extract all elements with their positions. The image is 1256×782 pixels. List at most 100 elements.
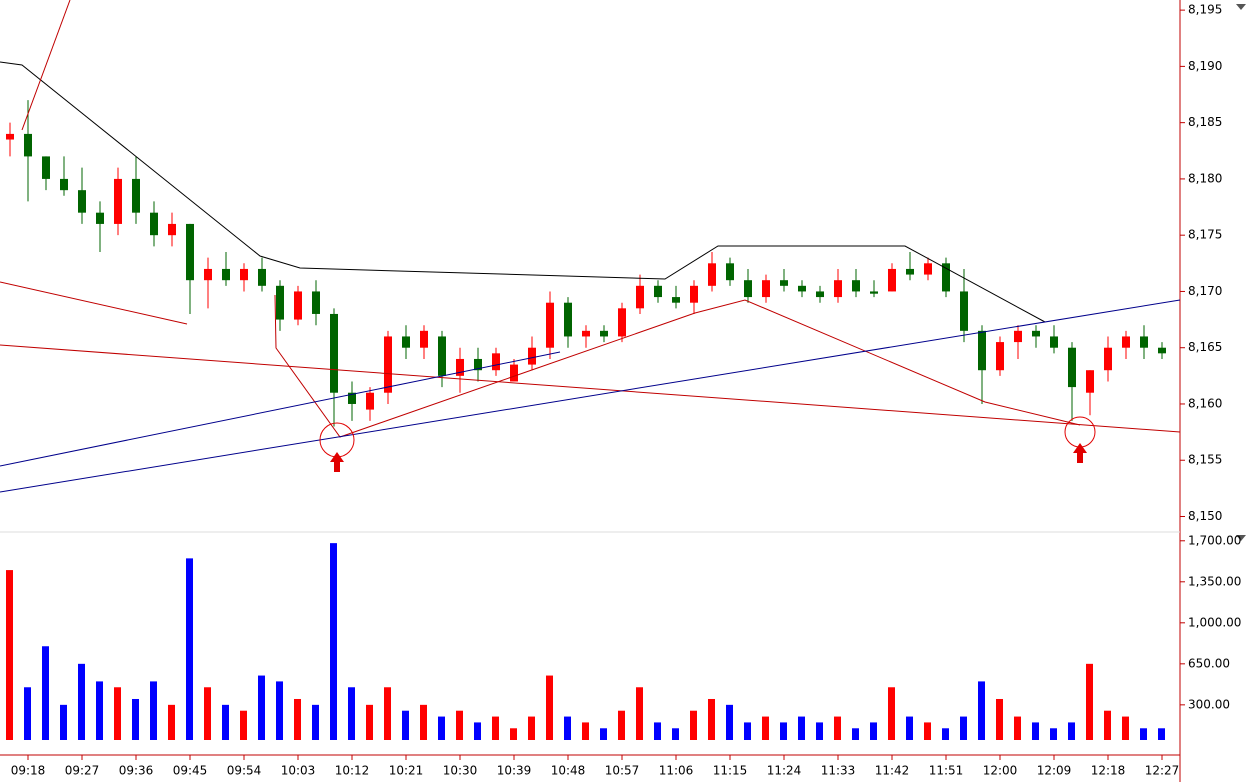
volume-bar: [816, 722, 823, 740]
volume-bar: [582, 722, 589, 740]
candle-body: [1158, 347, 1166, 354]
x-tick-label: 11:15: [713, 764, 748, 778]
candle-body: [924, 263, 932, 275]
arrow-up: [330, 452, 344, 472]
volume-bar: [852, 728, 859, 740]
volume-bar: [906, 716, 913, 740]
candle-body: [132, 178, 140, 213]
candle-body: [420, 330, 428, 348]
volume-bar: [1032, 722, 1039, 740]
candle-body: [222, 268, 230, 281]
candle-body: [564, 302, 572, 337]
x-tick-label: 09:27: [65, 764, 100, 778]
y2-tick-label: 300.00: [1188, 697, 1230, 711]
candle-body: [762, 280, 770, 298]
candle-body: [960, 291, 968, 331]
candle-body: [492, 353, 500, 371]
volume-bar: [330, 543, 337, 740]
volume-bar: [402, 710, 409, 740]
candle-body: [942, 263, 950, 292]
candle-body: [42, 156, 50, 179]
volume-bar: [438, 716, 445, 740]
volume-bar: [1086, 663, 1093, 740]
y2-tick-label: 1,700.00: [1188, 533, 1241, 547]
x-tick-label: 10:03: [281, 764, 316, 778]
scroll-icon[interactable]: [1236, 4, 1246, 10]
volume-bar: [6, 570, 13, 740]
candle-body: [1122, 336, 1130, 348]
candle-body: [654, 285, 662, 298]
volume-bar: [978, 681, 985, 740]
volume-bar: [114, 687, 121, 740]
trend-line: [0, 61, 1046, 323]
scroll-icon[interactable]: [1236, 535, 1246, 541]
candle-body: [888, 268, 896, 292]
candle-body: [150, 212, 158, 236]
x-tick-label: 10:39: [497, 764, 532, 778]
volume-bar: [564, 716, 571, 740]
volume-bar: [924, 722, 931, 740]
volume-bar: [42, 646, 49, 740]
candle-body: [60, 178, 68, 191]
volume-bar: [690, 710, 697, 740]
plot: [6, 100, 1166, 740]
x-tick-label: 11:33: [821, 764, 856, 778]
candle-body: [114, 178, 122, 224]
y-tick-label: 8,155: [1188, 453, 1222, 467]
volume-bar: [510, 728, 517, 740]
x-tick-label: 10:12: [335, 764, 370, 778]
candle-body: [1014, 330, 1022, 343]
candle-body: [510, 364, 518, 382]
candle-body: [690, 285, 698, 303]
candle-body: [816, 291, 824, 298]
candle-body: [348, 392, 356, 404]
volume-bar: [168, 704, 175, 740]
candle-body: [852, 280, 860, 292]
candle-body: [1086, 370, 1094, 393]
volume-bar: [294, 698, 301, 740]
y-tick-label: 8,160: [1188, 396, 1222, 410]
candle-body: [78, 190, 86, 213]
candle-body: [474, 358, 482, 371]
candle-body: [996, 342, 1004, 371]
candle-body: [294, 291, 302, 320]
volume-bar: [456, 710, 463, 740]
candle-body: [186, 223, 194, 281]
volume-bar: [762, 716, 769, 740]
volume-bar: [942, 728, 949, 740]
volume-bar: [384, 687, 391, 740]
x-tick-label: 12:09: [1037, 764, 1072, 778]
y2-tick-label: 1,350.00: [1188, 574, 1241, 588]
candle-body: [546, 302, 554, 348]
candle-body: [240, 268, 248, 281]
candle-body: [636, 285, 644, 309]
volume-bar: [726, 704, 733, 740]
volume-bar: [1140, 728, 1147, 740]
candle-body: [1050, 336, 1058, 348]
trend-line: [0, 299, 1181, 493]
candle-body: [618, 308, 626, 337]
volume-bar: [312, 704, 319, 740]
volume-bar: [528, 716, 535, 740]
y-tick-label: 8,185: [1188, 115, 1222, 129]
candle-body: [168, 223, 176, 236]
candle-body: [600, 330, 608, 337]
candle-body: [456, 358, 464, 376]
candle-body: [744, 280, 752, 298]
candle-body: [96, 212, 104, 224]
candle-body: [258, 268, 266, 286]
volume-bar: [708, 698, 715, 740]
volume-bar: [834, 716, 841, 740]
candle-body: [1068, 347, 1076, 388]
y-tick-label: 8,175: [1188, 228, 1222, 242]
volume-bar: [222, 704, 229, 740]
candle-body: [312, 291, 320, 314]
x-tick-label: 11:06: [659, 764, 694, 778]
y-tick-label: 8,180: [1188, 171, 1222, 185]
x-tick-label: 10:21: [389, 764, 424, 778]
y-tick-label: 8,150: [1188, 509, 1222, 523]
candle-body: [726, 263, 734, 281]
candle-body: [906, 268, 914, 275]
volume-bar: [240, 710, 247, 740]
candle-body: [366, 392, 374, 410]
